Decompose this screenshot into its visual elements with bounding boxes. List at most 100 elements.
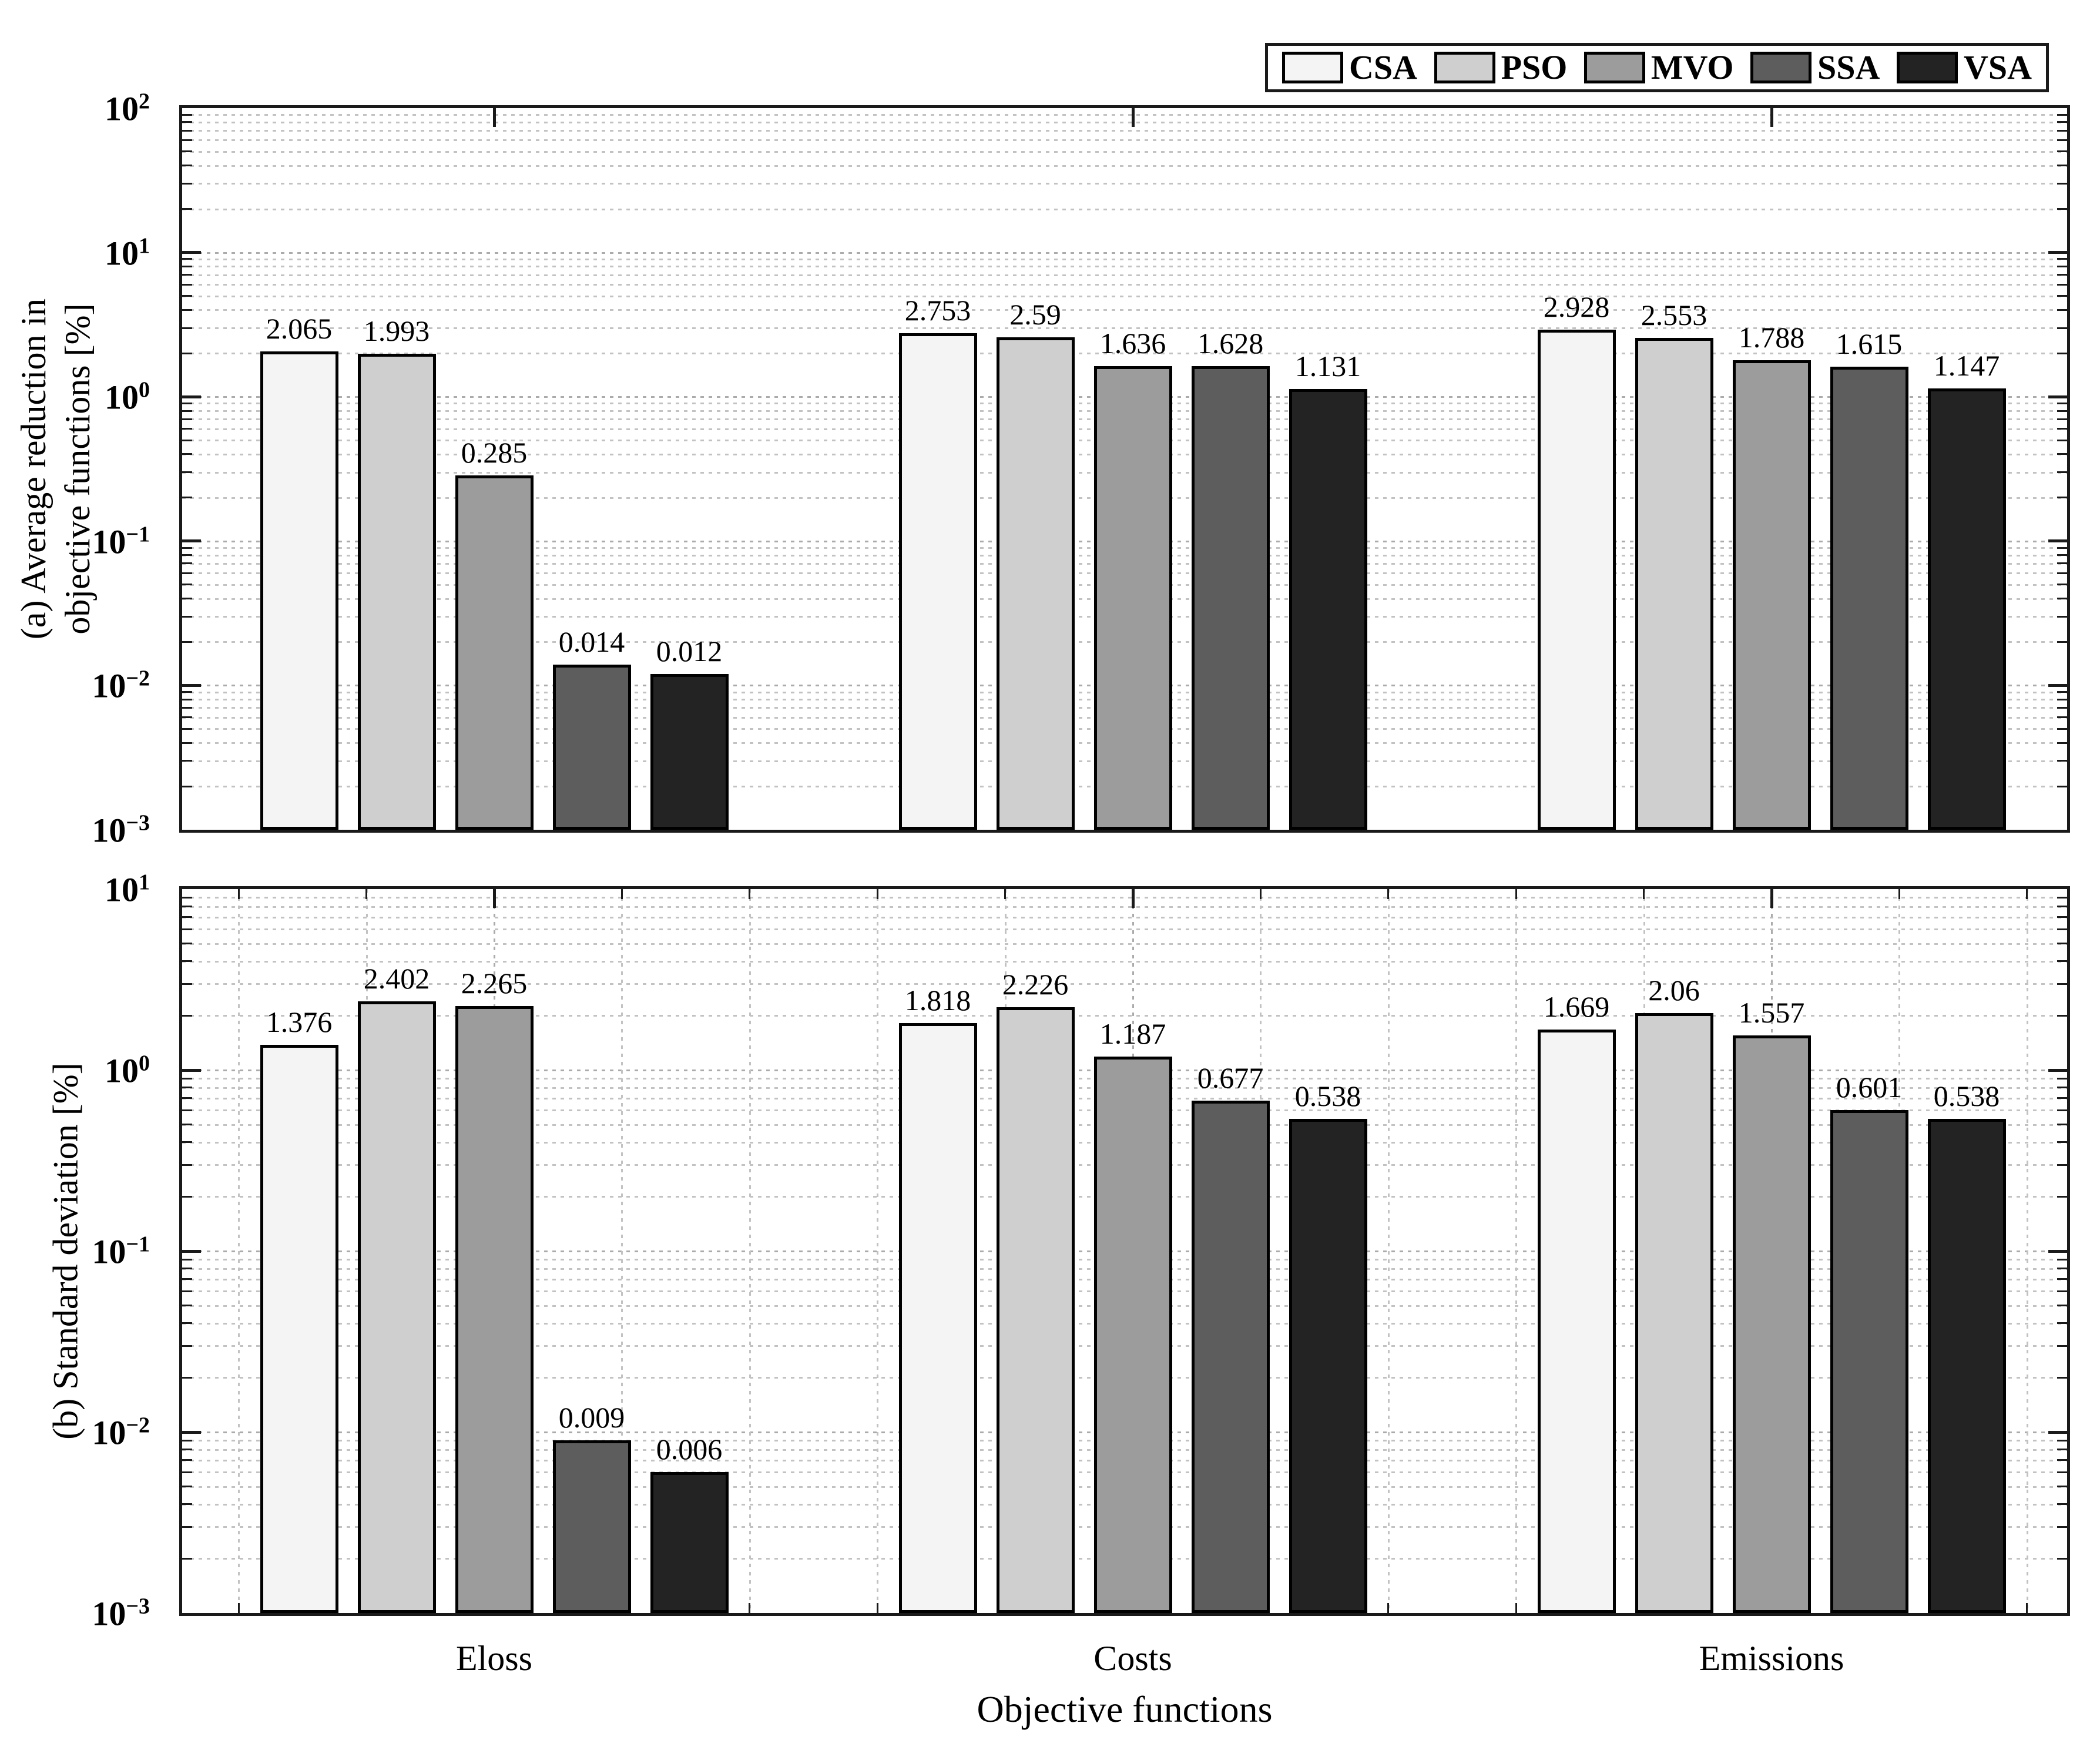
axis-tick-y <box>2057 283 2067 286</box>
axis-tick-y <box>182 547 192 549</box>
axis-tick-y <box>182 1471 192 1473</box>
axis-tick-y <box>2057 760 2067 762</box>
axis-tick-y <box>2057 182 2067 185</box>
axis-tick-y <box>182 1430 201 1434</box>
legend-swatch-csa <box>1282 52 1343 83</box>
axis-tick-y <box>182 1068 201 1072</box>
axis-tick-y <box>2057 410 2067 412</box>
axis-tick-y <box>182 1557 192 1560</box>
bar-MVO-Emissions <box>1732 360 1811 830</box>
legend-label-vsa: VSA <box>1963 48 2032 86</box>
axis-tick-y <box>182 960 192 963</box>
bar-PSO-Costs <box>996 337 1075 830</box>
axis-tick-x <box>876 889 878 899</box>
axis-tick-y <box>2057 1471 2067 1473</box>
axis-tick-y <box>2057 1268 2067 1270</box>
axis-tick-y <box>2057 352 2067 354</box>
axis-tick-y <box>182 327 192 329</box>
axis-tick-y <box>2048 1430 2067 1434</box>
axis-tick-y <box>2057 1124 2067 1126</box>
axis-tick-y <box>182 208 192 210</box>
axis-tick-y <box>182 691 192 693</box>
axis-tick-y <box>182 1077 192 1079</box>
x-tick-label-emissions: Emissions <box>1699 1639 1844 1678</box>
axis-tick-y <box>182 598 192 600</box>
bar-value-label: 1.788 <box>1738 321 1805 354</box>
legend-label-mvo: MVO <box>1651 48 1734 86</box>
axis-tick-y <box>2057 1290 2067 1292</box>
axis-tick-y <box>2057 1195 2067 1198</box>
axis-tick-y <box>182 1268 192 1270</box>
bar-SSA-Emissions <box>1830 1110 1908 1613</box>
grid-line-y-minor <box>182 121 2067 123</box>
bar-value-label: 0.012 <box>656 634 723 668</box>
axis-tick-y <box>2057 1486 2067 1488</box>
axis-tick-y <box>182 410 192 412</box>
bar-VSA-Emissions <box>1927 1118 2006 1613</box>
axis-tick-y <box>2057 113 2067 116</box>
grid-line-y-minor <box>182 983 2067 985</box>
axis-tick-y <box>2057 1014 2067 1017</box>
axis-tick-x <box>876 1603 878 1613</box>
axis-tick-y <box>182 258 192 260</box>
bar-MVO-Costs <box>1093 1057 1172 1613</box>
axis-tick-x <box>2026 1603 2028 1613</box>
axis-tick-y <box>2057 1345 2067 1347</box>
axis-tick-y <box>2057 1097 2067 1099</box>
grid-line-y-minor <box>182 928 2067 931</box>
bar-value-label: 0.677 <box>1197 1061 1264 1095</box>
bar-value-label: 0.538 <box>1294 1079 1361 1112</box>
bar-SSA-Eloss <box>552 1440 631 1613</box>
grid-line-y-major <box>182 252 2067 254</box>
bar-value-label: 2.402 <box>363 961 430 995</box>
axis-tick-y <box>2057 1503 2067 1506</box>
axis-tick-y <box>182 562 192 565</box>
axis-tick-y <box>2057 1439 2067 1441</box>
axis-tick-y <box>2057 906 2067 908</box>
axis-tick-y <box>182 113 192 116</box>
axis-tick-y <box>182 283 192 286</box>
axis-tick-y <box>182 641 192 643</box>
axis-tick-y <box>2057 598 2067 600</box>
grid-line-y-minor <box>182 327 2067 330</box>
axis-tick-y <box>182 471 192 474</box>
axis-tick-x <box>492 108 496 127</box>
legend-label-csa: CSA <box>1349 48 1418 86</box>
grid-line-y-minor <box>182 274 2067 276</box>
legend-item-csa: CSA <box>1282 51 1417 85</box>
legend-swatch-pso <box>1434 52 1495 83</box>
panel-b: 1.376 1.818 1.669 2.402 2.226 2.06 2.265 1.187 1… <box>179 886 2070 1616</box>
axis-tick-y <box>182 129 192 132</box>
grid-line-x-minor <box>2026 889 2028 1613</box>
axis-tick-y <box>182 943 192 945</box>
axis-tick-y <box>2048 251 2067 254</box>
grid-line-y-minor <box>182 266 2067 268</box>
legend-label-ssa: SSA <box>1817 48 1880 86</box>
axis-tick-y <box>182 1439 192 1441</box>
legend-swatch-vsa <box>1896 52 1958 83</box>
axis-tick-y <box>2057 1322 2067 1325</box>
axis-tick-y <box>182 418 192 420</box>
axis-tick-y <box>182 727 192 730</box>
grid-line-x-minor <box>238 889 240 1613</box>
grid-line-x-minor <box>749 889 751 1613</box>
axis-tick-y <box>2057 584 2067 586</box>
axis-tick-y <box>2057 1449 2067 1451</box>
bar-value-label: 0.601 <box>1836 1071 1903 1104</box>
axis-tick-x <box>1387 889 1390 899</box>
bar-value-label: 2.59 <box>1009 297 1061 331</box>
axis-tick-y <box>2057 943 2067 945</box>
axis-tick-y <box>182 683 201 687</box>
grid-line-y-minor <box>182 284 2067 286</box>
axis-tick-y <box>182 251 201 254</box>
axis-tick-y <box>2057 497 2067 499</box>
y-tick-label: 10−3 <box>92 1594 150 1633</box>
axis-tick-y <box>182 1164 192 1166</box>
bar-PSO-Costs <box>996 1007 1075 1613</box>
axis-tick-x <box>237 1603 240 1613</box>
bar-value-label: 1.131 <box>1294 350 1361 383</box>
bar-value-label: 2.226 <box>1002 967 1069 1001</box>
axis-tick-y <box>182 615 192 618</box>
axis-tick-y <box>2057 309 2067 311</box>
axis-tick-x <box>1515 1603 1517 1613</box>
